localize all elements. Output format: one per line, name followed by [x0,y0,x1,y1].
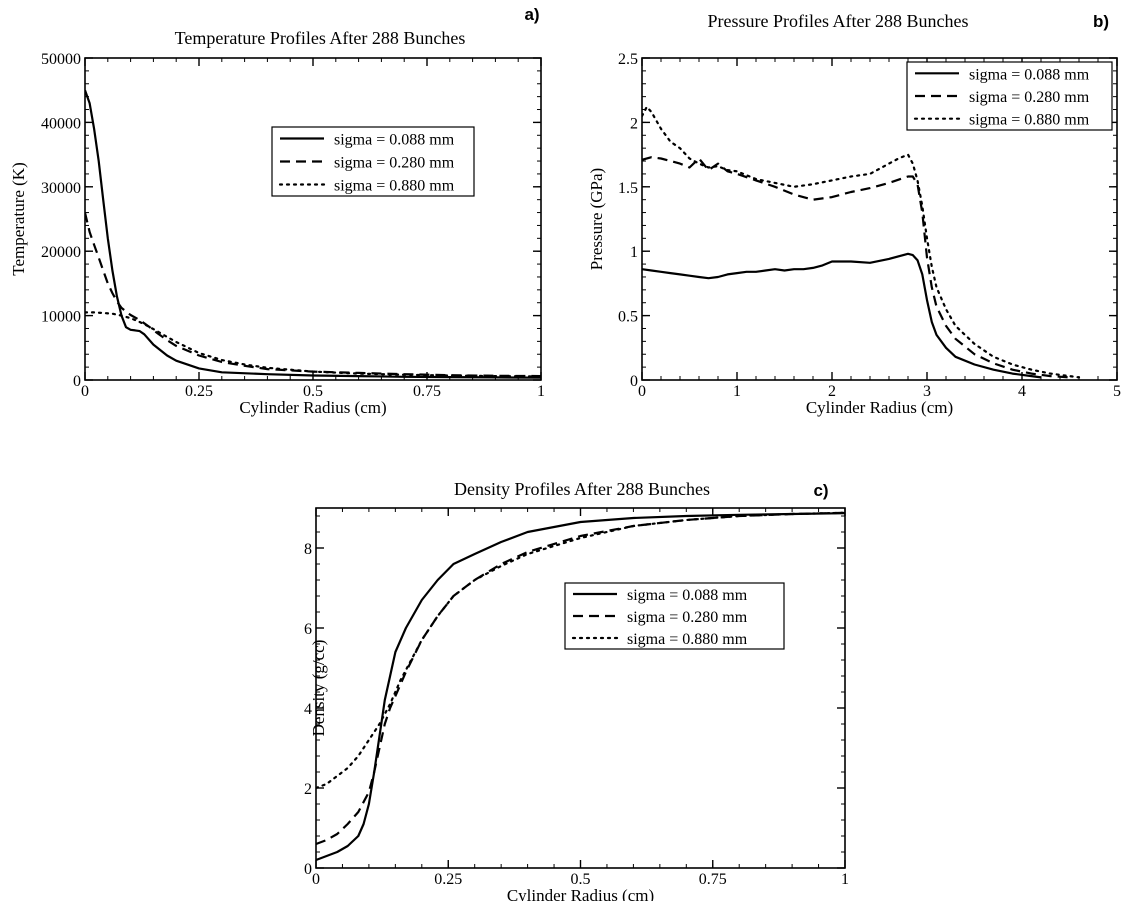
series-line-2 [642,156,1070,379]
y-axis-label: Pressure (GPa) [587,168,606,270]
series-line-2 [316,511,845,846]
chart-panel-3: Density Profiles After 288 Bunches c) 0 0.2… [304,479,849,901]
panel-label: c) [813,481,828,500]
x-tick-label: 0.5 [571,871,591,888]
x-tick-label: 0.5 [303,383,323,400]
y-tick-label: 2.5 [618,51,638,68]
legend-label-2: sigma = 0.280 mm [334,155,455,172]
y-axis-label: Density (g/cc) [309,640,328,737]
x-axis-label: Cylinder Radius (cm) [239,398,386,417]
x-tick-label: 1 [537,383,545,400]
x-tick-label: 0.25 [185,383,213,400]
y-tick-label: 8 [304,541,312,558]
y-tick-label: 40000 [41,115,81,132]
y-tick-label: 20000 [41,244,81,261]
y-tick-label: 2 [630,115,638,132]
series-line-1 [85,89,541,379]
y-tick-label: 2 [304,781,312,798]
legend-label-3: sigma = 0.880 mm [969,112,1090,129]
x-axis-label: Cylinder Radius (cm) [507,886,654,901]
minor-ticks [315,508,846,869]
x-tick-label: 5 [1113,383,1121,400]
y-tick-label: 0 [304,861,312,878]
x-tick-label: 1 [841,871,849,888]
legend-label-1: sigma = 0.088 mm [969,66,1090,83]
x-tick-label: 4 [1018,383,1026,400]
chart-panel-2: Pressure Profiles After 288 Bunches b) 0 1 2… [587,11,1121,417]
y-tick-label: 0 [630,373,638,390]
legend-label-3: sigma = 0.880 mm [334,178,455,195]
legend: sigma = 0.088 mm sigma = 0.280 mm sigma = … [271,126,475,197]
minor-ticks [84,57,542,381]
legend-label-2: sigma = 0.280 mm [969,89,1090,106]
x-tick-label: 0.75 [699,871,727,888]
x-tick-label: 0.75 [413,383,441,400]
chart-title: Pressure Profiles After 288 Bunches [708,11,969,31]
x-tick-label: 0.25 [434,871,462,888]
y-tick-label: 1.5 [618,180,638,197]
legend-label-1: sigma = 0.088 mm [627,587,748,604]
y-tick-label: 6 [304,621,312,638]
chart-title: Temperature Profiles After 288 Bunches [175,28,466,48]
y-tick-label: 50000 [41,51,81,68]
chart-panel-1: Temperature Profiles After 288 Bunches a)… [9,5,545,417]
legend-label-2: sigma = 0.280 mm [627,609,748,626]
panel-label: b) [1093,12,1109,31]
series-line-1 [316,512,845,862]
x-tick-label: 0 [638,383,646,400]
legend-label-3: sigma = 0.880 mm [627,631,748,648]
y-axis-label: Temperature (K) [9,162,28,276]
series-line-3 [642,105,1081,379]
panel-label: a) [524,5,539,24]
series-line-1 [642,252,1042,379]
x-tick-label: 1 [733,383,741,400]
y-tick-label: 0.5 [618,309,638,326]
x-tick-label: 3 [923,383,931,400]
series-line-3 [316,511,845,790]
x-tick-label: 0 [312,871,320,888]
y-tick-label: 4 [304,701,312,718]
chart-title: Density Profiles After 288 Bunches [454,479,710,499]
series-line-2 [85,212,541,378]
series-line-3 [85,311,541,378]
y-tick-label: 0 [73,373,81,390]
y-tick-label: 1 [630,244,638,261]
y-tick-label: 10000 [41,309,81,326]
y-tick-label: 30000 [41,180,81,197]
x-tick-label: 0 [81,383,89,400]
plot-frame [84,57,542,381]
plot-frame [641,57,1118,381]
legend-label-1: sigma = 0.088 mm [334,132,455,149]
x-axis-label: Cylinder Radius (cm) [806,398,953,417]
x-tick-label: 2 [828,383,836,400]
plot-frame [315,507,846,869]
legend: sigma = 0.088 mm sigma = 0.280 mm sigma = … [906,61,1113,131]
legend: sigma = 0.088 mm sigma = 0.280 mm sigma = … [564,582,785,650]
